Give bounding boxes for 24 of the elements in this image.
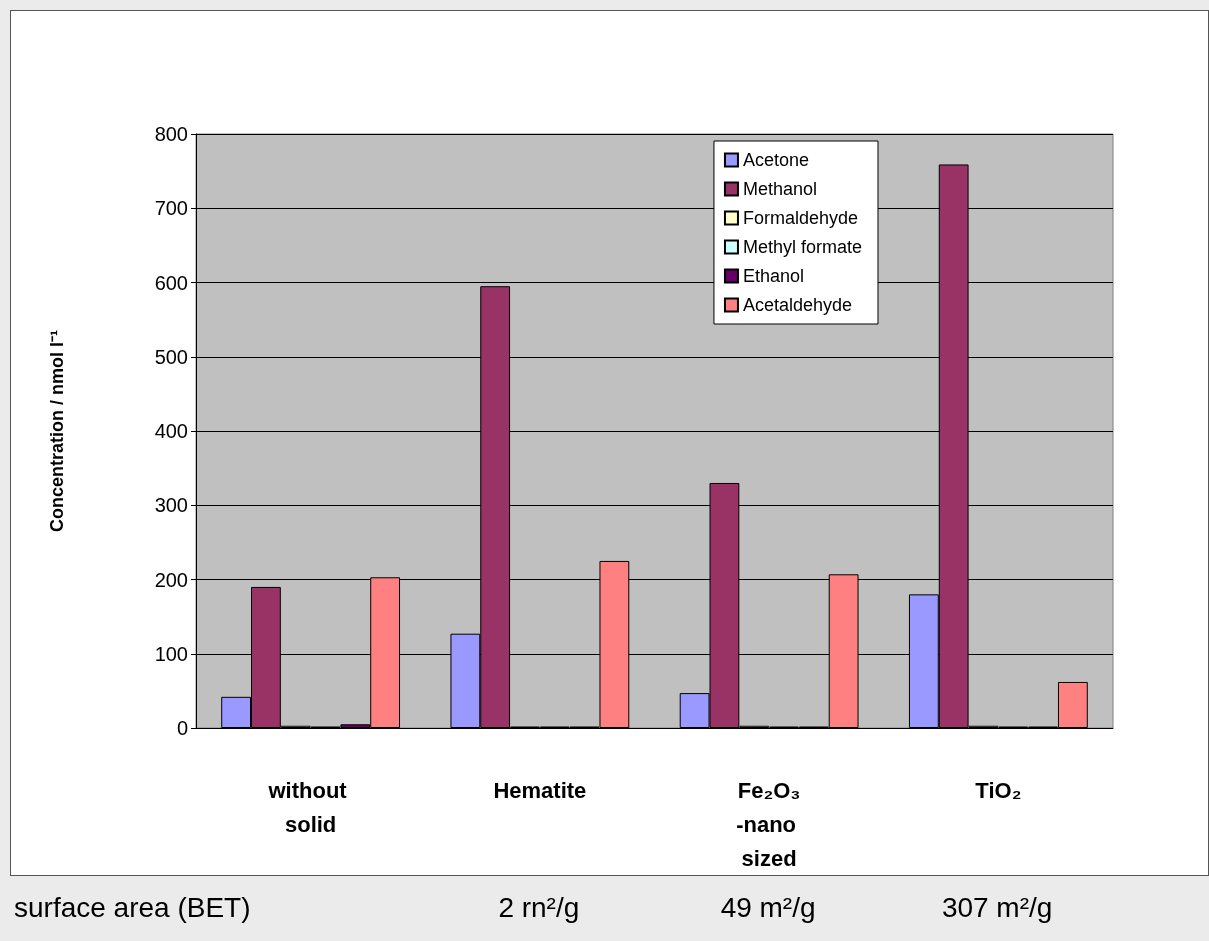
y-tick-label: 300 xyxy=(154,494,188,517)
legend-label: Ethanol xyxy=(742,266,805,286)
legend-label: Methanol xyxy=(742,179,818,199)
y-tick-label: 800 xyxy=(154,123,188,145)
y-tick-label: 0 xyxy=(176,717,188,739)
legend-label: Formaldehyde xyxy=(742,208,859,228)
y-tick-label: 500 xyxy=(154,345,188,368)
y-tick-label: 600 xyxy=(154,271,188,294)
y-axis-title: Concentration / nmol l⁻¹ xyxy=(47,330,67,532)
legend-label: Acetone xyxy=(742,150,810,170)
x-tick-label: without solid xyxy=(267,777,353,837)
text: surface area (BET) xyxy=(14,892,251,924)
y-tick-label: 200 xyxy=(154,568,188,591)
text: 307 m²/g xyxy=(941,892,1053,924)
x-tick-label: TiO₂ xyxy=(975,777,1022,803)
text: 49 m²/g xyxy=(720,892,816,924)
text: 2 rn²/g xyxy=(498,892,580,924)
y-tick-label: 400 xyxy=(154,420,188,442)
legend-label: Methyl formate xyxy=(742,237,863,257)
y-tick-label: 700 xyxy=(154,197,188,220)
y-tick-label: 100 xyxy=(154,642,188,665)
x-tick-label: Hematite xyxy=(493,777,587,803)
x-tick-label: Fe₂O₃-nano sized xyxy=(736,777,803,871)
legend-label: Acetaldehyde xyxy=(742,295,853,315)
